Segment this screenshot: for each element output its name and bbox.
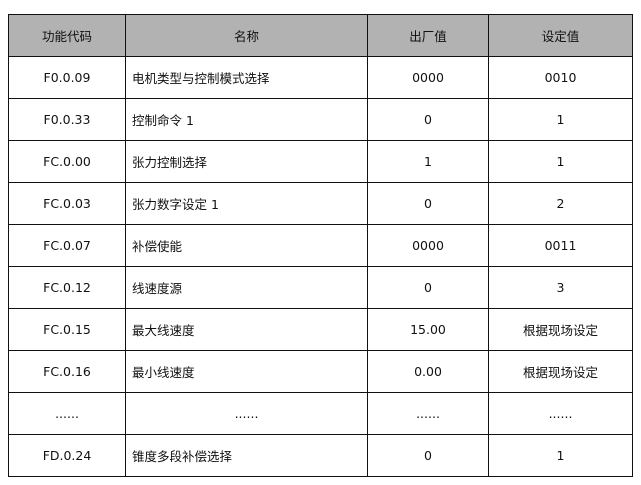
cell-default: ...... <box>367 392 489 435</box>
cell-default: 0 <box>367 266 489 309</box>
cell-name: 补偿使能 <box>125 224 368 267</box>
table-row: FC.0.15 最大线速度 15.00 根据现场设定 <box>8 308 633 351</box>
cell-name: 控制命令 1 <box>125 98 368 141</box>
cell-code: FC.0.07 <box>8 224 126 267</box>
cell-name: 最大线速度 <box>125 308 368 351</box>
cell-name: 张力控制选择 <box>125 140 368 183</box>
cell-setting: 1 <box>488 98 633 141</box>
cell-name: 电机类型与控制模式选择 <box>125 56 368 99</box>
cell-code: FC.0.16 <box>8 350 126 393</box>
cell-code: FD.0.24 <box>8 434 126 477</box>
cell-default: 0 <box>367 98 489 141</box>
cell-code: FC.0.12 <box>8 266 126 309</box>
header-setting: 设定值 <box>488 14 633 57</box>
cell-setting: 0010 <box>488 56 633 99</box>
cell-name: 张力数字设定 1 <box>125 182 368 225</box>
table-row: FD.0.24 锥度多段补偿选择 0 1 <box>8 434 633 477</box>
cell-code: F0.0.09 <box>8 56 126 99</box>
cell-code: FC.0.03 <box>8 182 126 225</box>
cell-default: 0.00 <box>367 350 489 393</box>
table-row: FC.0.16 最小线速度 0.00 根据现场设定 <box>8 350 633 393</box>
cell-setting: 根据现场设定 <box>488 350 633 393</box>
cell-default: 15.00 <box>367 308 489 351</box>
cell-default: 0 <box>367 182 489 225</box>
table-row: FC.0.07 补偿使能 0000 0011 <box>8 224 633 267</box>
cell-name: ...... <box>125 392 368 435</box>
cell-setting: 0011 <box>488 224 633 267</box>
cell-default: 1 <box>367 140 489 183</box>
cell-default: 0 <box>367 434 489 477</box>
cell-setting: 根据现场设定 <box>488 308 633 351</box>
header-row: 功能代码 名称 出厂值 设定值 <box>8 14 633 57</box>
cell-default: 0000 <box>367 224 489 267</box>
cell-setting: 3 <box>488 266 633 309</box>
cell-code: ...... <box>8 392 126 435</box>
parameter-table: 功能代码 名称 出厂值 设定值 F0.0.09 电机类型与控制模式选择 0000 00… <box>8 14 633 477</box>
cell-code: F0.0.33 <box>8 98 126 141</box>
header-name: 名称 <box>125 14 368 57</box>
table-row: ........................ <box>8 392 633 435</box>
cell-setting: ...... <box>488 392 633 435</box>
cell-name: 最小线速度 <box>125 350 368 393</box>
header-code: 功能代码 <box>8 14 126 57</box>
table-row: FC.0.12 线速度源 0 3 <box>8 266 633 309</box>
cell-code: FC.0.15 <box>8 308 126 351</box>
cell-setting: 1 <box>488 140 633 183</box>
table-row: F0.0.09 电机类型与控制模式选择 0000 0010 <box>8 56 633 99</box>
cell-code: FC.0.00 <box>8 140 126 183</box>
cell-setting: 2 <box>488 182 633 225</box>
cell-name: 锥度多段补偿选择 <box>125 434 368 477</box>
header-default: 出厂值 <box>367 14 489 57</box>
table-row: FC.0.00 张力控制选择 1 1 <box>8 140 633 183</box>
cell-setting: 1 <box>488 434 633 477</box>
cell-name: 线速度源 <box>125 266 368 309</box>
cell-default: 0000 <box>367 56 489 99</box>
